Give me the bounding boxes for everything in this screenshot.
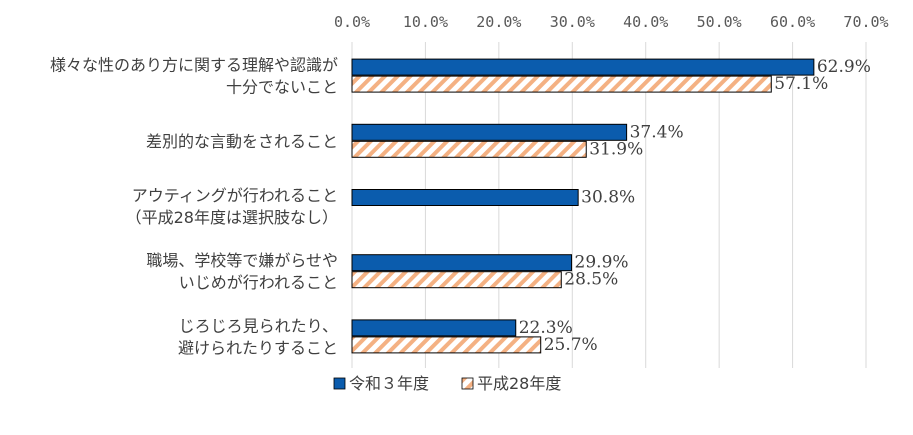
bar-series-1 [351,254,573,272]
data-label: 62.9% [817,57,871,77]
bar-series-2 [351,75,772,93]
x-tick-label: 70.0% [843,13,888,31]
category-label: 様々な性のあり方に関する理解や認識が [50,56,338,75]
category-label: 避けられたりすること [178,338,338,357]
bar-series-1 [351,319,517,337]
data-label: 29.9% [575,253,629,273]
bar-series-1 [351,58,815,76]
x-tick-label: 10.0% [403,13,448,31]
x-tick-label: 60.0% [770,13,815,31]
data-labels: 62.9%57.1% 37.4%31.9% 30.8% 29.9%28.5% 22.3%… [519,57,871,355]
data-label: 25.7% [544,335,598,355]
legend-swatch-series-1 [333,377,346,390]
x-tick-label: 20.0% [476,13,521,31]
category-label: （平成28年度は選択肢なし） [126,208,338,227]
legend: 令和３年度 平成28年度 [333,374,561,393]
data-label: 30.8% [581,188,635,208]
bar-series-1 [351,189,579,206]
category-label: 職場、学校等で嫌がらせや [146,251,338,270]
data-label: 37.4% [630,122,684,142]
category-label: じろじろ見られたり、 [179,316,338,335]
bar-series-2 [351,271,562,289]
category-label: 十分でないこと [226,78,338,97]
x-tick-label: 40.0% [623,13,668,31]
data-label: 31.9% [589,139,643,159]
bar-series-2 [351,336,542,354]
bar-series-2 [351,140,587,158]
legend-label-series-2: 平成28年度 [477,374,561,393]
category-label: 差別的な言動をされること [146,132,338,151]
bar-series-1 [351,123,628,141]
legend-label-series-1: 令和３年度 [349,374,429,393]
x-tick-label: 30.0% [550,13,595,31]
x-axis-ticks: 0.0% 10.0% 20.0% 30.0% 40.0% 50.0% 60.0% 70.0% [334,13,889,31]
bars [351,58,815,354]
data-label: 22.3% [519,318,573,338]
category-label: いじめが行われること [179,273,338,292]
x-tick-label: 0.0% [334,13,370,31]
data-label: 57.1% [774,74,828,94]
category-labels: 様々な性のあり方に関する理解や認識が十分でないこと差別的な言動をされることアウテ… [50,56,338,358]
data-label: 28.5% [564,270,618,290]
legend-swatch-series-2 [461,377,474,390]
x-tick-label: 50.0% [697,13,742,31]
category-label: アウティングが行われること [132,186,338,205]
